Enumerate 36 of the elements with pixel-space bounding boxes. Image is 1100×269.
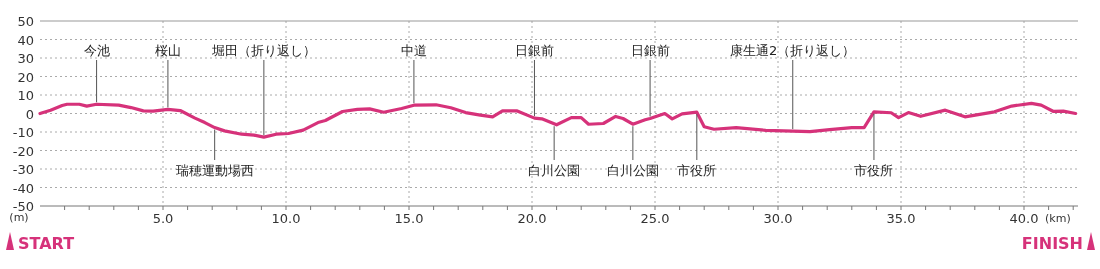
x-tick-label: 25.0 — [640, 211, 670, 226]
y-tick-label: 40 — [17, 32, 34, 48]
annotation: 瑞穂運動場西 — [175, 163, 254, 178]
x-tick-label: 10.0 — [271, 211, 301, 226]
y-tick-label: 0 — [25, 106, 34, 122]
x-tick-label: 15.0 — [394, 211, 424, 226]
annotation: 康生通2（折り返し） — [730, 43, 856, 58]
annotation: 市役所 — [677, 163, 717, 178]
y-tick-label: 20 — [17, 69, 34, 85]
annotation: 堀田（折り返し） — [210, 43, 316, 58]
y-tick-label: 50 — [17, 14, 34, 29]
y-tick-label: -40 — [12, 180, 34, 196]
annotation: 中道 — [400, 43, 427, 58]
y-tick-label: -20 — [12, 143, 34, 159]
annotation: 市役所 — [854, 163, 894, 178]
text: START — [18, 234, 75, 253]
y-tick-label: -50 — [12, 199, 34, 214]
y-tick-label: -10 — [12, 125, 34, 140]
annotation: 白川公園 — [528, 163, 581, 178]
y-tick-label: 10 — [17, 88, 34, 103]
line-series — [38, 101, 1078, 139]
x-tick-label: 35.0 — [886, 211, 916, 226]
annotation: 白川公園 — [606, 163, 659, 178]
x-axis-title: (km) — [1045, 212, 1071, 225]
x-tick-label: 40.0 — [1009, 211, 1039, 226]
annotation: 今池 — [83, 43, 110, 58]
y-tick-label: 30 — [17, 51, 34, 66]
annotation: 日銀前 — [630, 43, 670, 58]
y-axis-title: (m) — [9, 211, 29, 224]
x-tick-label: 5.0 — [152, 211, 174, 226]
annotation: 日銀前 — [514, 43, 554, 58]
text: FINISH — [1021, 234, 1083, 253]
x-tick-label: 20.0 — [517, 211, 547, 226]
x-tick-label: 30.0 — [763, 211, 793, 226]
annotation: 桜山 — [154, 43, 181, 58]
y-tick-label: -30 — [12, 162, 34, 177]
